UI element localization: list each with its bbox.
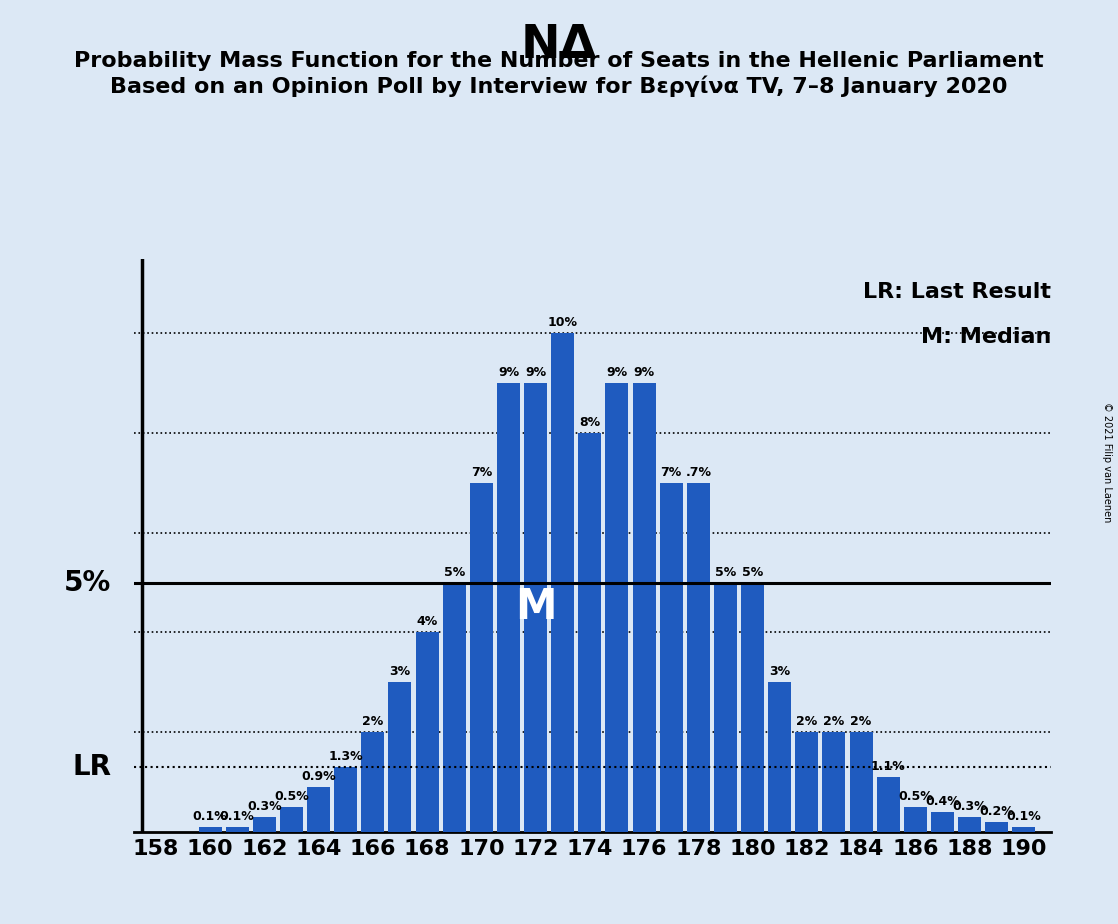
Bar — [388, 682, 411, 832]
Text: 5%: 5% — [742, 565, 764, 578]
Text: 8%: 8% — [579, 416, 600, 429]
Text: 1.3%: 1.3% — [329, 750, 363, 763]
Bar — [1012, 827, 1035, 832]
Text: 0.5%: 0.5% — [274, 790, 309, 803]
Bar — [795, 732, 818, 832]
Bar — [280, 807, 303, 832]
Bar — [361, 732, 385, 832]
Bar — [877, 777, 900, 832]
Text: 0.4%: 0.4% — [925, 795, 959, 808]
Text: 9%: 9% — [606, 366, 627, 379]
Text: 2%: 2% — [796, 715, 817, 728]
Text: 9%: 9% — [634, 366, 655, 379]
Text: 2%: 2% — [362, 715, 383, 728]
Bar — [606, 383, 628, 832]
Text: .7%: .7% — [685, 466, 711, 479]
Text: NΔ: NΔ — [521, 23, 597, 68]
Text: 3%: 3% — [389, 665, 410, 678]
Bar — [741, 582, 764, 832]
Text: © 2021 Filip van Laenen: © 2021 Filip van Laenen — [1102, 402, 1112, 522]
Text: M: Median: M: Median — [920, 327, 1051, 347]
Text: 0.1%: 0.1% — [220, 809, 255, 822]
Bar — [768, 682, 792, 832]
Text: LR: Last Result: LR: Last Result — [863, 282, 1051, 301]
Text: 1.1%: 1.1% — [871, 760, 906, 772]
Bar — [253, 817, 276, 832]
Text: 0.1%: 0.1% — [1006, 809, 1041, 822]
Text: 2%: 2% — [851, 715, 872, 728]
Text: 9%: 9% — [525, 366, 547, 379]
Text: 7%: 7% — [661, 466, 682, 479]
Bar — [958, 817, 982, 832]
Text: 0.5%: 0.5% — [898, 790, 932, 803]
Text: 5%: 5% — [64, 568, 112, 597]
Text: Probability Mass Function for the Number of Seats in the Hellenic Parliament: Probability Mass Function for the Number… — [74, 51, 1044, 71]
Text: 0.3%: 0.3% — [953, 799, 987, 813]
Bar — [416, 632, 438, 832]
Text: 2%: 2% — [823, 715, 844, 728]
Text: 3%: 3% — [769, 665, 790, 678]
Bar — [823, 732, 845, 832]
Text: 5%: 5% — [444, 565, 465, 578]
Bar — [551, 334, 575, 832]
Bar — [714, 582, 737, 832]
Text: 0.2%: 0.2% — [979, 805, 1014, 818]
Bar — [307, 786, 330, 832]
Text: 9%: 9% — [498, 366, 519, 379]
Bar — [903, 807, 927, 832]
Text: 0.1%: 0.1% — [192, 809, 227, 822]
Bar — [578, 433, 601, 832]
Text: LR: LR — [73, 753, 112, 781]
Text: 5%: 5% — [714, 565, 736, 578]
Bar — [496, 383, 520, 832]
Text: 10%: 10% — [548, 316, 578, 330]
Bar — [985, 821, 1008, 832]
Text: Based on an Opinion Poll by Interview for Βεργίνα TV, 7–8 January 2020: Based on an Opinion Poll by Interview fo… — [111, 76, 1007, 97]
Bar — [226, 827, 249, 832]
Bar — [686, 483, 710, 832]
Bar — [334, 767, 358, 832]
Text: 0.9%: 0.9% — [301, 770, 335, 783]
Text: M: M — [514, 587, 557, 628]
Text: 0.3%: 0.3% — [247, 799, 282, 813]
Bar — [931, 811, 954, 832]
Text: 7%: 7% — [471, 466, 492, 479]
Bar — [524, 383, 547, 832]
Bar — [443, 582, 466, 832]
Bar — [470, 483, 493, 832]
Bar — [633, 383, 655, 832]
Bar — [850, 732, 872, 832]
Bar — [199, 827, 221, 832]
Text: 4%: 4% — [417, 615, 438, 628]
Bar — [660, 483, 683, 832]
